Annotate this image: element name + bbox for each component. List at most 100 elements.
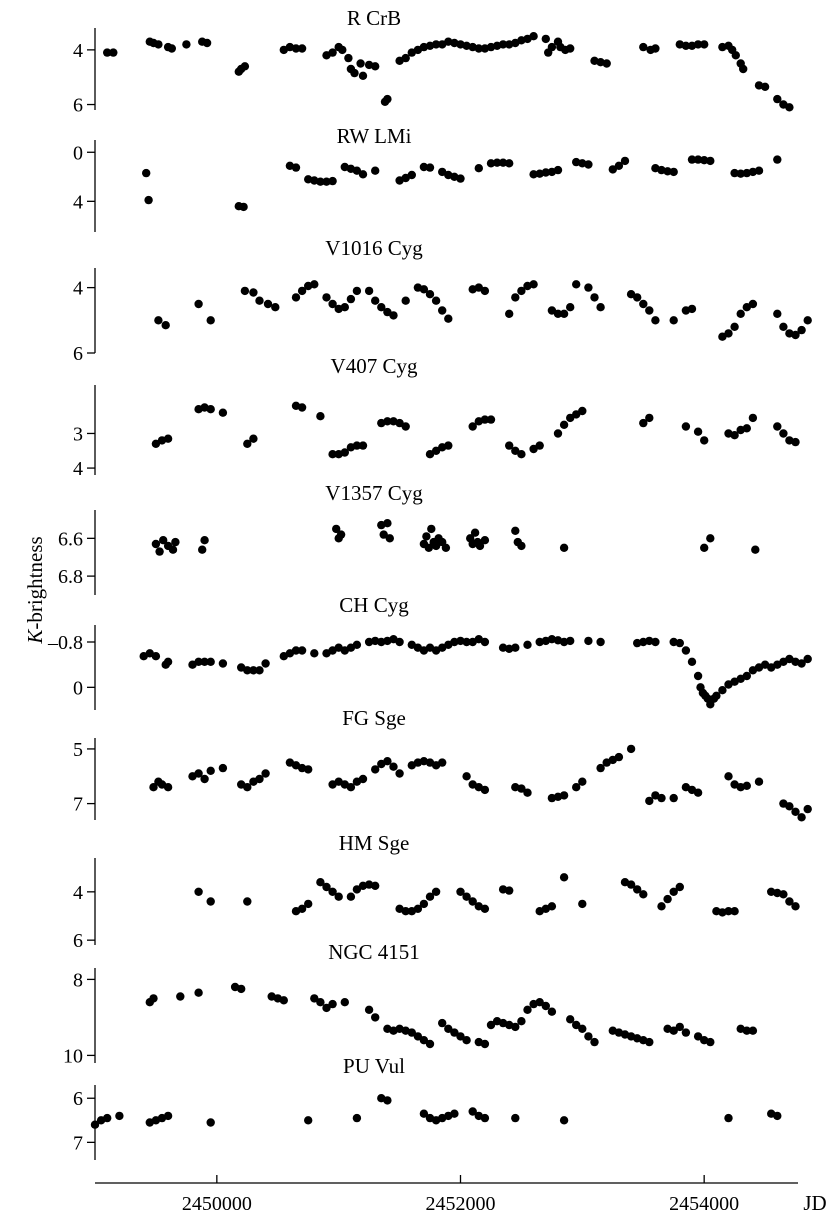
- data-point: [639, 299, 648, 309]
- data-point: [163, 783, 173, 792]
- data-point: [559, 543, 569, 552]
- data-point: [693, 155, 703, 164]
- data-point: [511, 446, 520, 455]
- data-point: [645, 413, 654, 423]
- data-point: [383, 519, 392, 528]
- y-tick-label: 4: [73, 458, 83, 480]
- x-tick-label: 2450000: [182, 1193, 252, 1215]
- data-point: [739, 64, 748, 74]
- data-point: [547, 1007, 557, 1016]
- data-point: [578, 777, 587, 786]
- data-point: [730, 907, 739, 916]
- data-point: [724, 1113, 733, 1123]
- data-point: [297, 44, 307, 53]
- data-point: [517, 286, 526, 296]
- panel-title: R CrB: [347, 6, 401, 30]
- panel-title: CH Cyg: [339, 593, 409, 617]
- data-point: [633, 885, 642, 894]
- data-point: [657, 793, 666, 803]
- data-point: [498, 40, 508, 49]
- data-point: [559, 1116, 569, 1125]
- data-point: [334, 892, 343, 901]
- data-point: [206, 405, 215, 414]
- data-point: [316, 177, 325, 186]
- data-point: [144, 195, 153, 205]
- data-point: [529, 444, 538, 454]
- data-point: [419, 162, 429, 172]
- data-point: [328, 299, 337, 309]
- data-point: [797, 659, 806, 668]
- data-point: [657, 902, 666, 911]
- data-point: [358, 774, 368, 784]
- data-point: [669, 1026, 678, 1035]
- panel-5: CH Cyg –0.8 0: [47, 593, 812, 710]
- data-point: [596, 763, 605, 773]
- data-point: [468, 897, 477, 906]
- data-point: [456, 887, 465, 896]
- data-point: [797, 813, 806, 822]
- data-point: [748, 413, 758, 423]
- data-point: [566, 636, 575, 646]
- data-point: [155, 547, 164, 556]
- data-point: [425, 163, 435, 172]
- data-point: [338, 45, 347, 55]
- data-point: [742, 781, 751, 790]
- data-point: [602, 59, 611, 68]
- data-point: [566, 44, 575, 53]
- data-point: [651, 44, 660, 53]
- data-point: [328, 887, 337, 896]
- data-point: [261, 769, 270, 778]
- data-point: [572, 280, 581, 289]
- data-point: [332, 524, 341, 534]
- panel-title: PU Vul: [343, 1054, 405, 1078]
- data-point: [340, 998, 349, 1007]
- data-point: [742, 671, 751, 681]
- data-point: [352, 441, 362, 450]
- data-point: [364, 286, 374, 296]
- data-point: [675, 1022, 684, 1032]
- data-point: [584, 160, 593, 169]
- data-point: [200, 657, 209, 666]
- data-point: [346, 783, 356, 792]
- data-point: [198, 545, 207, 554]
- data-point: [171, 537, 180, 547]
- data-point: [344, 53, 353, 63]
- data-point: [486, 415, 496, 424]
- panel-1: RW LMi 0 4: [73, 124, 782, 232]
- data-point: [413, 904, 423, 913]
- data-point: [438, 1018, 447, 1028]
- data-point: [700, 543, 709, 552]
- data-point: [168, 545, 178, 554]
- data-point: [401, 907, 410, 916]
- data-point: [700, 40, 709, 49]
- data-point: [346, 294, 356, 304]
- data-point: [474, 44, 483, 53]
- data-point: [791, 902, 800, 911]
- data-point: [182, 40, 191, 49]
- data-point: [681, 1028, 691, 1037]
- data-point: [590, 293, 599, 302]
- panel-7: HM Sge 4 6: [73, 831, 800, 952]
- data-point: [322, 293, 331, 302]
- panel-9: PU Vul 6 7: [73, 1054, 782, 1160]
- data-point: [596, 303, 605, 312]
- data-point: [340, 303, 349, 312]
- data-point: [154, 316, 163, 325]
- data-point: [151, 439, 161, 448]
- data-point: [608, 165, 617, 174]
- y-tick-label: 10: [63, 1045, 83, 1067]
- data-point: [578, 899, 587, 909]
- data-point: [693, 671, 703, 681]
- panel-title: HM Sge: [339, 831, 410, 855]
- data-point: [529, 280, 538, 289]
- data-point: [779, 322, 788, 331]
- y-tick-label: 6: [73, 343, 83, 365]
- data-point: [371, 1013, 380, 1022]
- panel-4: V1357 Cyg 6.6 6.8: [58, 481, 760, 595]
- data-point: [419, 1109, 429, 1118]
- data-point: [553, 309, 563, 318]
- data-point: [377, 303, 386, 312]
- data-point: [279, 996, 288, 1005]
- data-point: [773, 1111, 782, 1121]
